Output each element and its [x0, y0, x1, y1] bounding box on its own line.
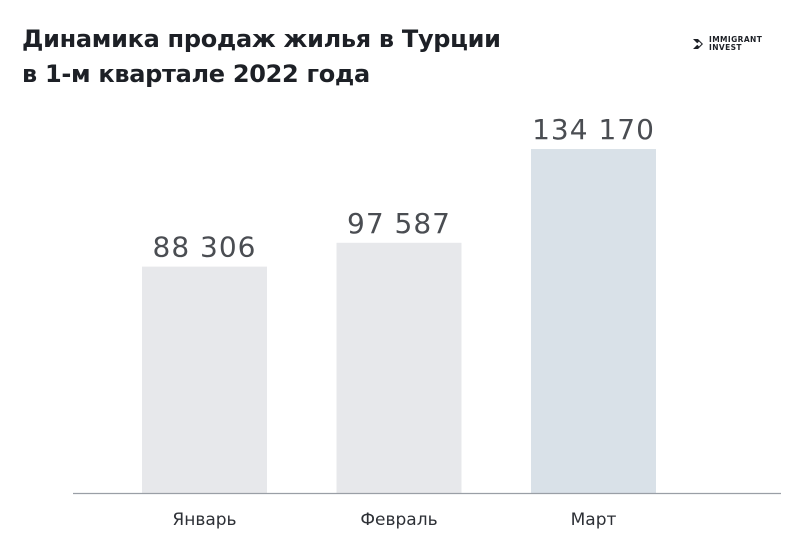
- logo-text-line-1: IMMIGRANT: [709, 35, 763, 44]
- category-label-group: Январь Февраль Март: [172, 510, 616, 530]
- value-label-1: 88 306: [153, 231, 257, 264]
- logo-chevron-icon: [693, 39, 703, 49]
- chart-title-line-2: в 1-м квартале 2022 года: [22, 60, 370, 88]
- value-label-2: 97 587: [347, 207, 451, 240]
- bar-1: [142, 266, 267, 493]
- category-label-1: Январь: [172, 510, 236, 530]
- category-label-2: Февраль: [360, 510, 437, 530]
- chart-title: Динамика продаж жилья в Турции в 1-м ква…: [22, 22, 501, 92]
- logo-text-line-2: INVEST: [709, 43, 742, 52]
- chart-title-line-1: Динамика продаж жилья в Турции: [22, 25, 501, 53]
- category-label-3: Март: [571, 510, 617, 530]
- bar-3: [531, 149, 656, 493]
- value-label-group: 88 306 97 587 134 170: [153, 113, 655, 264]
- bar-2: [336, 242, 462, 493]
- immigrant-invest-logo: IMMIGRANT INVEST: [692, 36, 762, 52]
- value-label-3: 134 170: [532, 113, 655, 146]
- bar-group: [142, 149, 656, 493]
- logo-text: IMMIGRANT INVEST: [709, 36, 762, 52]
